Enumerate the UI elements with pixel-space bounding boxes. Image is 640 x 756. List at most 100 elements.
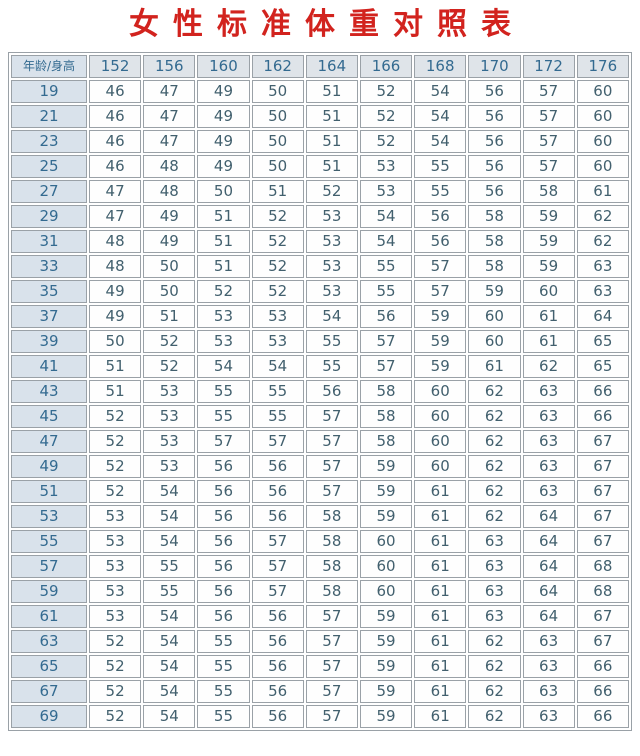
age-cell: 41 [11,355,87,378]
weight-cell: 59 [359,455,413,478]
weight-cell: 55 [197,705,250,728]
weight-cell: 67 [576,480,629,503]
weight-cell: 51 [197,255,250,278]
weight-cell: 51 [305,155,358,178]
weight-cell: 60 [359,580,413,603]
weight-cell: 53 [251,330,304,353]
table-row: 67 52 54 55 56 57 59 61 62 63 66 [11,680,629,703]
weight-cell: 63 [522,680,575,703]
weight-cell: 55 [414,180,467,203]
weight-cell: 57 [305,430,358,453]
weight-cell: 56 [197,530,250,553]
weight-cell: 55 [197,405,250,428]
weight-cell: 57 [305,605,358,628]
table-row: 55 53 54 56 57 58 60 61 63 64 67 [11,530,629,553]
weight-cell: 66 [576,655,629,678]
weight-cell: 51 [143,305,196,328]
weight-cell: 57 [359,330,413,353]
weight-cell: 64 [522,530,575,553]
weight-cell: 55 [251,405,304,428]
weight-cell: 49 [143,205,196,228]
age-cell: 55 [11,530,87,553]
weight-cell: 52 [359,105,413,128]
age-cell: 39 [11,330,87,353]
weight-cell: 62 [576,230,629,253]
weight-cell: 51 [197,205,250,228]
weight-cell: 56 [251,455,304,478]
weight-cell: 62 [576,205,629,228]
weight-cell: 56 [359,305,413,328]
weight-cell: 53 [305,230,358,253]
weight-cell: 67 [576,630,629,653]
weight-cell: 54 [359,230,413,253]
age-cell: 31 [11,230,87,253]
weight-cell: 66 [576,380,629,403]
weight-cell: 53 [143,430,196,453]
weight-cell: 60 [414,405,467,428]
weight-cell: 46 [89,155,142,178]
weight-cell: 68 [576,580,629,603]
weight-cell: 50 [89,330,142,353]
weight-cell: 58 [468,205,521,228]
table-row: 23 46 47 49 50 51 52 54 56 57 60 [11,130,629,153]
weight-cell: 60 [359,555,413,578]
weight-cell: 68 [576,555,629,578]
weight-cell: 57 [522,130,575,153]
weight-cell: 57 [251,555,304,578]
weight-cell: 62 [468,405,521,428]
table-row: 59 53 55 56 57 58 60 61 63 64 68 [11,580,629,603]
table-row: 63 52 54 55 56 57 59 61 62 63 67 [11,630,629,653]
age-cell: 53 [11,505,87,528]
weight-cell: 48 [143,180,196,203]
height-header-cell: 168 [414,55,467,78]
weight-cell: 52 [251,230,304,253]
weight-cell: 58 [359,405,413,428]
weight-cell: 56 [197,505,250,528]
weight-cell: 52 [89,680,142,703]
weight-cell: 63 [468,580,521,603]
weight-cell: 50 [251,155,304,178]
age-cell: 21 [11,105,87,128]
weight-cell: 62 [468,705,521,728]
weight-cell: 61 [414,680,467,703]
weight-cell: 58 [468,230,521,253]
weight-cell: 67 [576,430,629,453]
weight-cell: 62 [468,505,521,528]
weight-cell: 60 [359,530,413,553]
weight-cell: 51 [89,355,142,378]
height-header-cell: 164 [305,55,358,78]
weight-cell: 52 [251,280,304,303]
weight-cell: 50 [251,80,304,103]
weight-cell: 54 [359,205,413,228]
weight-cell: 59 [359,480,413,503]
table-row: 21 46 47 49 50 51 52 54 56 57 60 [11,105,629,128]
weight-cell: 65 [576,330,629,353]
weight-cell: 46 [89,105,142,128]
weight-cell: 46 [89,80,142,103]
table-row: 29 47 49 51 52 53 54 56 58 59 62 [11,205,629,228]
weight-cell: 67 [576,530,629,553]
weight-cell: 60 [576,155,629,178]
weight-cell: 60 [414,380,467,403]
weight-cell: 59 [359,655,413,678]
weight-cell: 61 [414,530,467,553]
weight-cell: 61 [414,505,467,528]
weight-cell: 59 [359,605,413,628]
weight-cell: 49 [197,130,250,153]
weight-cell: 61 [414,605,467,628]
weight-cell: 56 [251,630,304,653]
weight-cell: 62 [468,680,521,703]
weight-cell: 58 [522,180,575,203]
weight-cell: 63 [468,555,521,578]
table-row: 47 52 53 57 57 57 58 60 62 63 67 [11,430,629,453]
age-cell: 29 [11,205,87,228]
weight-cell: 52 [251,205,304,228]
weight-cell: 59 [359,705,413,728]
weight-cell: 54 [305,305,358,328]
weight-cell: 55 [197,680,250,703]
table-row: 39 50 52 53 53 55 57 59 60 61 65 [11,330,629,353]
weight-cell: 59 [522,205,575,228]
weight-cell: 49 [89,280,142,303]
weight-cell: 53 [197,305,250,328]
weight-cell: 46 [89,130,142,153]
